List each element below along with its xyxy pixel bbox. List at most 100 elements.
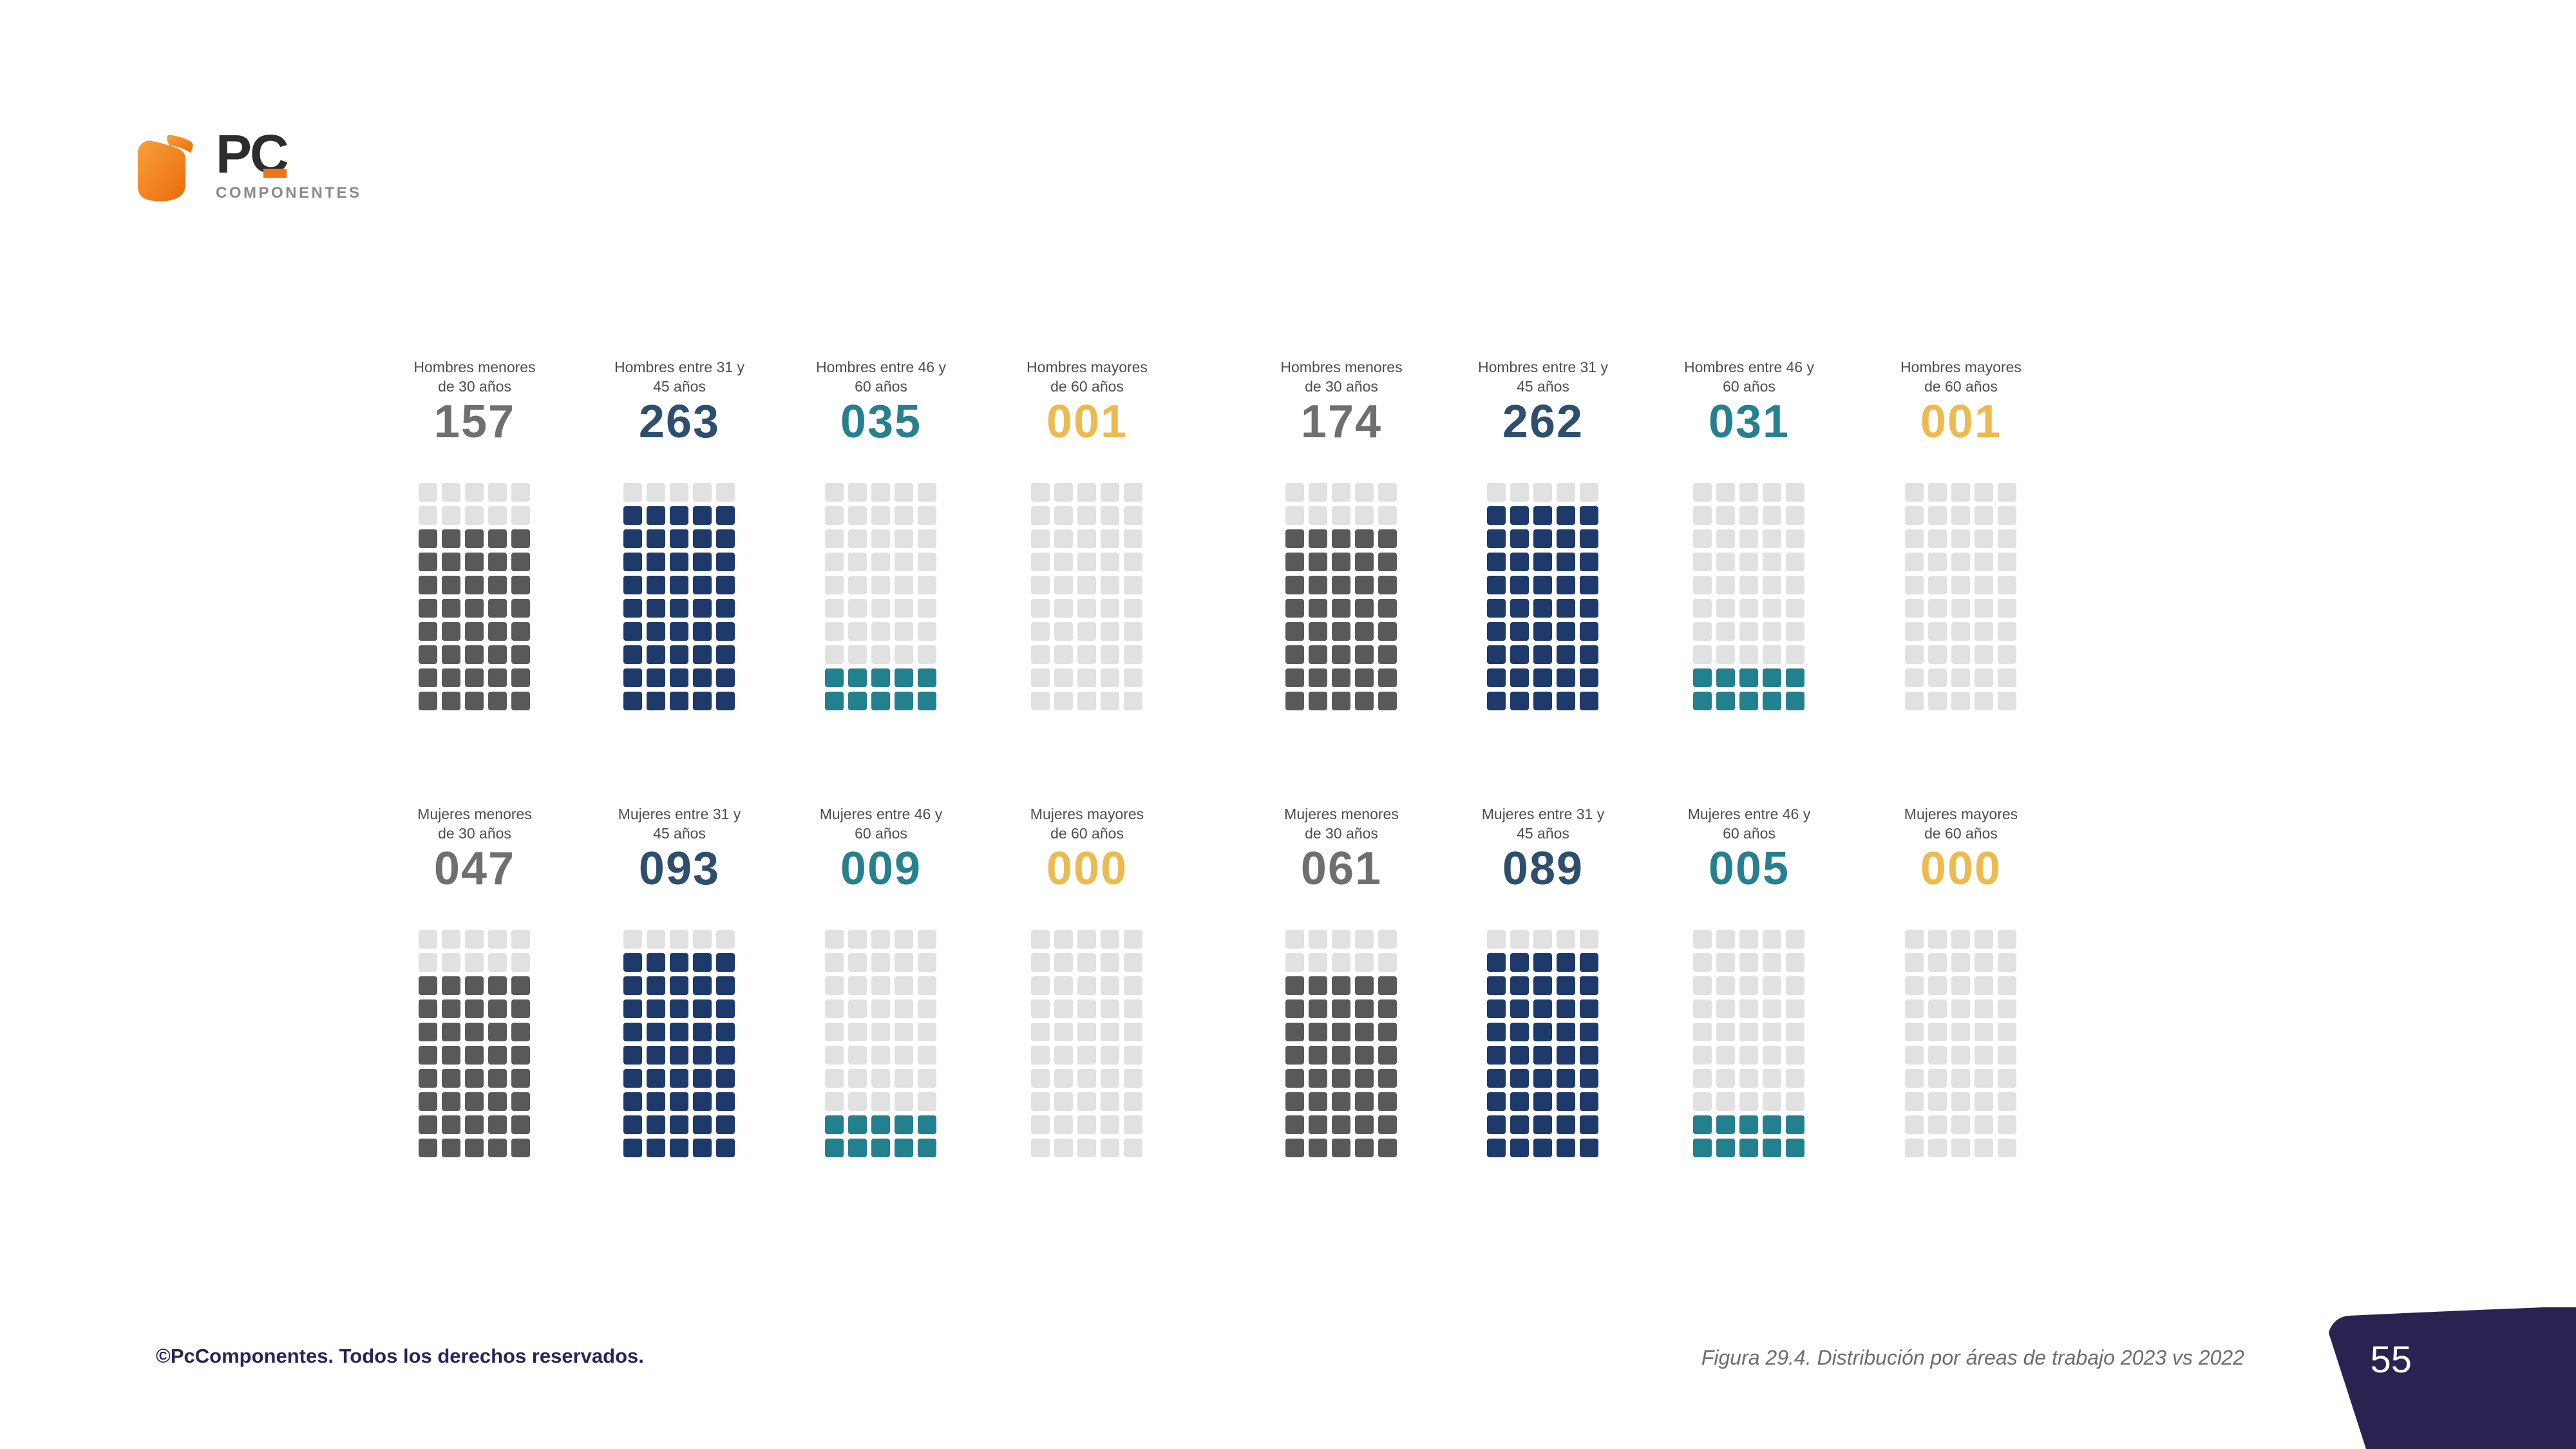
- waffle-square: [419, 668, 437, 687]
- waffle-grid: [1285, 483, 1397, 710]
- waffle-square: [895, 1115, 913, 1134]
- waffle-cell: Mujeres entre 46 y 60 años 009: [778, 805, 984, 1179]
- waffle-square: [623, 692, 642, 710]
- waffle-square: [1693, 1139, 1712, 1157]
- waffle-square: [465, 999, 484, 1018]
- waffle-square: [511, 622, 530, 641]
- waffle-square: [1716, 645, 1735, 664]
- waffle-square: [647, 529, 665, 548]
- waffle-square: [1487, 645, 1506, 664]
- waffle-square: [1378, 622, 1397, 641]
- waffle-square: [1533, 576, 1552, 594]
- waffle-square: [1763, 1046, 1781, 1065]
- waffle-square: [716, 1046, 735, 1065]
- waffle-square: [1309, 930, 1327, 949]
- waffle-square: [1533, 483, 1552, 502]
- waffle-square: [1693, 930, 1712, 949]
- waffle-square: [1510, 645, 1529, 664]
- waffle-square: [1031, 668, 1050, 687]
- waffle-square: [1951, 1139, 1970, 1157]
- waffle-square: [1998, 645, 2016, 664]
- waffle-square: [1355, 1139, 1374, 1157]
- waffle-square: [1951, 506, 1970, 525]
- waffle-square: [716, 1023, 735, 1041]
- waffle-square: [1716, 1139, 1735, 1157]
- age-group-label: Hombres entre 31 y 45 años: [614, 359, 744, 395]
- waffle-square: [511, 976, 530, 995]
- waffle-square: [825, 622, 844, 641]
- waffle-square: [1077, 668, 1096, 687]
- waffle-square: [1101, 622, 1119, 641]
- waffle-square: [1580, 553, 1598, 571]
- waffle-square: [1975, 668, 1993, 687]
- waffle-square: [419, 599, 437, 618]
- figure-caption: Figura 29.4. Distribución por áreas de t…: [1701, 1346, 2244, 1369]
- waffle-square: [647, 1069, 665, 1088]
- waffle-square: [1487, 1139, 1506, 1157]
- waffle-square: [1309, 999, 1327, 1018]
- waffle-square: [1928, 999, 1947, 1018]
- waffle-square: [1693, 1115, 1712, 1134]
- waffle-square: [465, 930, 484, 949]
- waffle-square: [1716, 599, 1735, 618]
- waffle-square: [1905, 622, 1924, 641]
- waffle-square: [1309, 553, 1327, 571]
- waffle-square: [488, 1139, 507, 1157]
- waffle-square: [1557, 506, 1575, 525]
- waffle-square: [419, 1069, 437, 1088]
- waffle-square: [670, 529, 688, 548]
- waffle-square: [1533, 645, 1552, 664]
- waffle-square: [1031, 1069, 1050, 1088]
- waffle-square: [1998, 930, 2016, 949]
- waffle-square: [1355, 622, 1374, 641]
- waffle-square: [1510, 692, 1529, 710]
- age-group-count: 174: [1300, 396, 1383, 448]
- waffle-square: [1487, 668, 1506, 687]
- waffle-square: [511, 953, 530, 972]
- waffle-square: [1763, 483, 1781, 502]
- waffle-square: [1487, 976, 1506, 995]
- waffle-square: [825, 1139, 844, 1157]
- waffle-square: [1378, 1069, 1397, 1088]
- waffle-square: [488, 999, 507, 1018]
- waffle-square: [1510, 576, 1529, 594]
- age-group-label: Mujeres entre 31 y 45 años: [1481, 806, 1605, 842]
- waffle-square: [1510, 506, 1529, 525]
- waffle-square: [1285, 1023, 1304, 1041]
- waffle-square: [1285, 976, 1304, 995]
- waffle-cell: Mujeres entre 46 y 60 años 005: [1646, 805, 1852, 1179]
- waffle-square: [1557, 1139, 1575, 1157]
- waffle-square: [1332, 668, 1350, 687]
- waffle-square: [1285, 483, 1304, 502]
- waffle-square: [1378, 1139, 1397, 1157]
- waffle-square: [1309, 1069, 1327, 1088]
- waffle-square: [442, 622, 460, 641]
- waffle-square: [442, 1092, 460, 1111]
- waffle-square: [670, 622, 688, 641]
- waffle-square: [1378, 976, 1397, 995]
- waffle-square: [918, 953, 936, 972]
- pccomponentes-logo: PC COMPONENTES: [132, 127, 362, 205]
- waffle-square: [1951, 1092, 1970, 1111]
- waffle-square: [1332, 622, 1350, 641]
- waffle-square: [670, 1046, 688, 1065]
- waffle-square: [1077, 953, 1096, 972]
- waffle-cell: Mujeres menores de 30 años 047: [372, 805, 578, 1179]
- waffle-square: [465, 645, 484, 664]
- waffle-square: [647, 622, 665, 641]
- waffle-square: [647, 506, 665, 525]
- waffle-square: [1951, 930, 1970, 949]
- waffle-square: [1763, 668, 1781, 687]
- waffle-square: [693, 692, 712, 710]
- waffle-square: [465, 1092, 484, 1111]
- waffle-square: [465, 576, 484, 594]
- waffle-square: [1998, 1069, 2016, 1088]
- waffle-square: [1533, 1069, 1552, 1088]
- waffle-square: [1285, 645, 1304, 664]
- waffle-square: [1786, 506, 1804, 525]
- waffle-square: [488, 622, 507, 641]
- waffle-square: [670, 1023, 688, 1041]
- waffle-square: [895, 599, 913, 618]
- waffle-square: [1332, 692, 1350, 710]
- age-group-label: Hombres entre 46 y 60 años: [816, 359, 946, 395]
